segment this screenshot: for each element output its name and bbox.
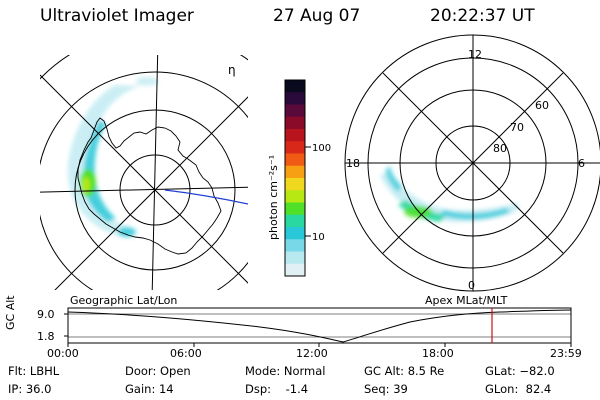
info-door: Door: Open: [125, 364, 191, 378]
mlat-label-60: 60: [535, 99, 549, 112]
coastline: [77, 117, 222, 255]
colorbar-cell: [285, 214, 305, 228]
colorbar-cell: [285, 141, 305, 154]
colorbar-cell: [285, 80, 305, 93]
mlt-label-18: 18: [346, 157, 360, 170]
geographic-map-label: Geographic Lat/Lon: [70, 294, 178, 307]
info-gc-alt: GC Alt: 8.5 Re: [364, 364, 445, 378]
altitude-ytick-9: 9.0: [37, 308, 55, 321]
geographic-map: [40, 55, 248, 290]
colorbar-unit-label: photon cm⁻²s⁻¹: [267, 155, 280, 240]
left-aurora: [67, 76, 159, 237]
mlt-label-6: 6: [578, 157, 585, 170]
north-marker: η: [228, 63, 236, 77]
xtick-0600: 06:00: [170, 347, 202, 360]
altitude-curve: [67, 309, 572, 343]
mlat-label-80: 80: [493, 142, 507, 155]
colorbar-cell: [285, 165, 305, 179]
xtick-0000: 00:00: [47, 347, 79, 360]
info-glon: GLon: 82.4: [485, 382, 552, 396]
magnetic-map-label: Apex MLat/MLT: [425, 294, 508, 307]
colorbar-tick-100: 100: [312, 143, 331, 154]
date-label: 27 Aug 07: [273, 6, 361, 26]
info-mode: Mode: Normal: [245, 364, 326, 378]
left-meridians: [40, 55, 248, 290]
colorbar-tick-10: 10: [312, 232, 325, 243]
colorbar-cell: [285, 178, 305, 191]
info-seq: Seq: 39: [364, 382, 408, 396]
altitude-ylabel: GC Alt: [4, 295, 17, 330]
info-filter: Flt: LBHL: [8, 364, 60, 378]
colorbar-cell: [285, 190, 305, 203]
info-dsp: Dsp: -1.4: [245, 382, 309, 396]
mlt-label-0: 0: [468, 279, 475, 292]
info-glat: GLat: −82.0: [485, 364, 555, 378]
altitude-ytick-1-8: 1.8: [37, 330, 55, 343]
terminator-line: [164, 189, 248, 205]
xtick-1800: 18:00: [422, 347, 454, 360]
colorbar-cell: [285, 202, 305, 216]
colorbar-cell: [285, 239, 305, 252]
colorbar-cell: [285, 263, 305, 277]
mlat-label-70: 70: [510, 121, 524, 134]
colorbar-cell: [285, 92, 305, 105]
info-gain: Gain: 14: [125, 382, 174, 396]
colorbar-cell: [285, 116, 305, 130]
instrument-title: Ultraviolet Imager: [40, 6, 194, 26]
time-label: 20:22:37 UT: [430, 6, 535, 26]
mlt-label-12: 12: [468, 48, 482, 61]
colorbar-cell: [285, 227, 305, 240]
xtick-1200: 12:00: [296, 347, 328, 360]
colorbar-cell: [285, 251, 305, 265]
colorbar-cell: [285, 129, 305, 142]
magnetic-map: 12 6 0 18 60 70 80: [344, 34, 600, 292]
altitude-plot: [64, 307, 572, 347]
info-ip: IP: 36.0: [8, 382, 52, 396]
right-mlt-lines: [345, 35, 600, 291]
right-aurora: [380, 166, 520, 222]
xtick-2359: 23:59: [550, 347, 582, 360]
colorbar: 100 10 photon cm⁻²s⁻¹: [267, 79, 331, 277]
colorbar-cell: [285, 153, 305, 167]
colorbar-cell: [285, 104, 305, 118]
